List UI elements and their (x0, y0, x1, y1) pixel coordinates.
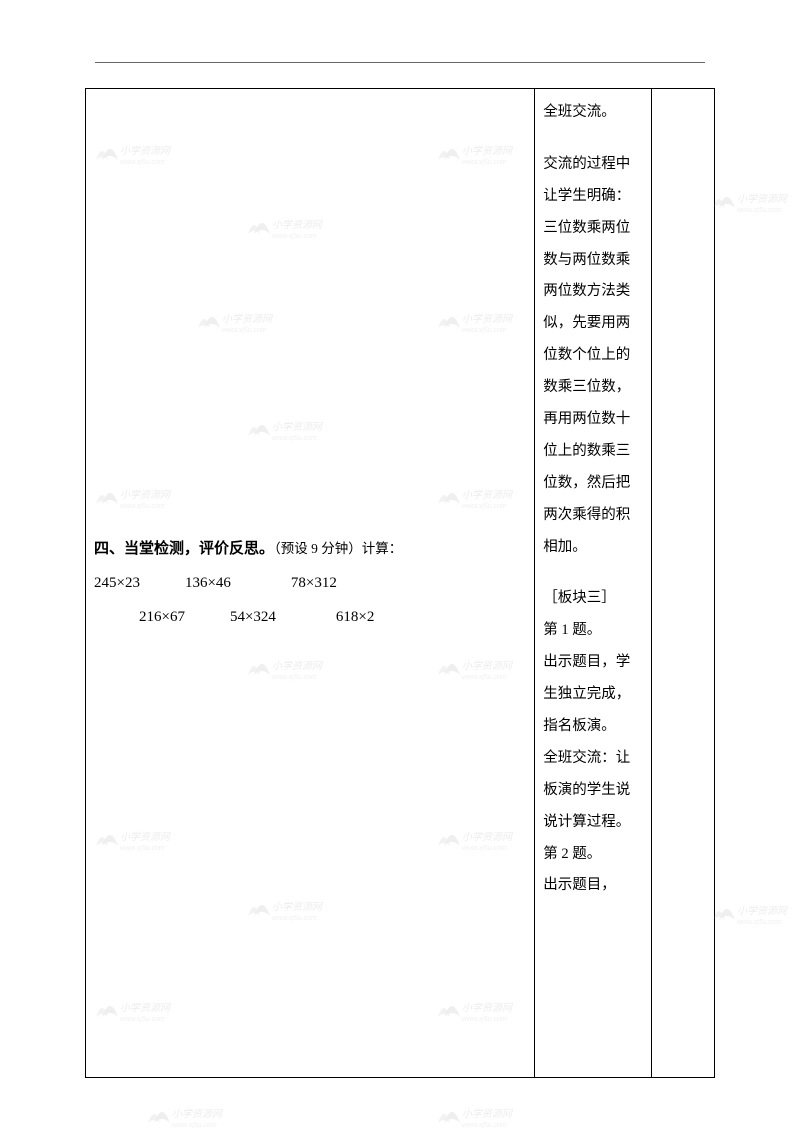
section-title-sub: （预设 9 分钟）计算： (274, 541, 402, 556)
cell-right (652, 89, 715, 1078)
watermark-icon: 小学资源网 www.xj5u.com (705, 892, 795, 937)
cell-middle: 全班交流。 交流的过程中让学生明确：三位数乘两位数与两位数乘两位数方法类似，先要… (535, 89, 652, 1078)
cell-left: 四、当堂检测，评价反思。（预设 9 分钟）计算： 245×23 136×46 7… (86, 89, 535, 1078)
left-content: 四、当堂检测，评价反思。（预设 9 分钟）计算： 245×23 136×46 7… (94, 534, 526, 632)
svg-text:小学资源网: 小学资源网 (172, 1108, 224, 1120)
table-row: 四、当堂检测，评价反思。（预设 9 分钟）计算： 245×23 136×46 7… (86, 89, 715, 1078)
mid-q1-discuss: 全班交流：让板演的学生说说计算过程。 (543, 743, 643, 839)
watermark-icon: 小学资源网 www.xj5u.com (140, 1095, 230, 1140)
mid-para-1: 全班交流。 (543, 97, 643, 129)
svg-text:www.xj5u.com: www.xj5u.com (737, 207, 782, 214)
header-rule (95, 62, 705, 63)
mid-label: ［板块三］ (543, 583, 643, 615)
mid-content: 全班交流。 交流的过程中让学生明确：三位数乘两位数与两位数乘两位数方法类似，先要… (543, 97, 643, 902)
calc-line-1: 245×23 136×46 78×312 (94, 568, 526, 598)
svg-text:www.xj5u.com: www.xj5u.com (172, 1122, 217, 1129)
mid-q2-text: 出示题目， (543, 870, 643, 902)
mid-block-3: ［板块三］ 第 1 题。 出示题目，学生独立完成，指名板演。 全班交流：让板演的… (543, 583, 643, 902)
mid-q1-text: 出示题目，学生独立完成，指名板演。 (543, 647, 643, 743)
table-wrapper: 四、当堂检测，评价反思。（预设 9 分钟）计算： 245×23 136×46 7… (85, 88, 715, 1078)
section-title-bold: 四、当堂检测，评价反思。 (94, 541, 274, 557)
svg-text:小学资源网: 小学资源网 (737, 193, 789, 205)
lesson-table: 四、当堂检测，评价反思。（预设 9 分钟）计算： 245×23 136×46 7… (85, 88, 715, 1078)
section-heading: 四、当堂检测，评价反思。（预设 9 分钟）计算： (94, 534, 526, 564)
mid-q2: 第 2 题。 (543, 839, 643, 871)
mid-para-2: 交流的过程中让学生明确：三位数乘两位数与两位数乘两位数方法类似，先要用两位数个位… (543, 149, 643, 564)
page-container: 四、当堂检测，评价反思。（预设 9 分钟）计算： 245×23 136×46 7… (0, 0, 800, 1132)
watermark-icon: 小学资源网 www.xj5u.com (705, 180, 795, 225)
mid-q1: 第 1 题。 (543, 615, 643, 647)
svg-text:小学资源网: 小学资源网 (462, 1108, 514, 1120)
svg-text:www.xj5u.com: www.xj5u.com (737, 919, 782, 926)
svg-text:小学资源网: 小学资源网 (737, 905, 789, 917)
svg-text:www.xj5u.com: www.xj5u.com (462, 1122, 507, 1129)
calc-line-2: 216×67 54×324 618×2 (94, 602, 526, 632)
watermark-icon: 小学资源网 www.xj5u.com (430, 1095, 520, 1140)
